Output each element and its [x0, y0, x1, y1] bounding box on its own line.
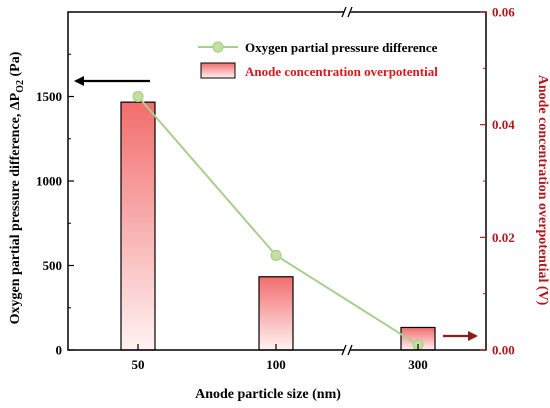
x-axis-label: Anode particle size (nm) [195, 387, 341, 402]
legend-line-marker [212, 41, 224, 53]
right-tick-label: 0.00 [492, 343, 515, 358]
axis-break-slash [341, 344, 347, 356]
legend-bar-label: Anode concentration overpotential [245, 64, 438, 79]
x-tick-label: 100 [266, 357, 286, 372]
right-tick-label: 0.04 [492, 117, 515, 132]
axis-break-slash [347, 6, 353, 18]
bars-layer [120, 101, 436, 351]
axis-break-gap [344, 345, 350, 355]
x-tick-label: 300 [408, 357, 428, 372]
axis-break-slash [347, 344, 353, 356]
x-axis-ticks: 50 100 300 [132, 344, 428, 372]
legend-bar-swatch [200, 62, 236, 79]
bar-50 [120, 101, 156, 351]
legend-line-label: Oxygen partial pressure difference [245, 40, 438, 55]
right-tick-label: 0.02 [492, 230, 515, 245]
axis-break-marks [341, 6, 353, 356]
left-tick-label: 1500 [36, 89, 62, 104]
left-axis-label-subscript: O2 [15, 80, 26, 93]
legend: Oxygen partial pressure difference Anode… [198, 40, 438, 79]
left-axis-label: Oxygen partial pressure difference, ΔPO2… [8, 51, 26, 324]
x-tick-label: 50 [132, 357, 145, 372]
right-tick-label: 0.06 [492, 5, 515, 20]
line-point-50 [132, 90, 144, 103]
left-axis-label-main: Oxygen partial pressure difference, ΔP [8, 92, 23, 324]
left-tick-label: 1000 [36, 174, 62, 189]
axis-break-gap [344, 7, 350, 17]
bar-100 [258, 276, 294, 351]
right-axis-label: Anode concentration overpotential (V) [535, 75, 550, 306]
left-tick-label: 0 [56, 343, 63, 358]
left-axis-ticks: 0 500 1000 1500 [36, 53, 74, 358]
line-point-100 [270, 249, 282, 261]
axis-break-slash [341, 6, 347, 18]
right-axis-ticks: 0.00 0.02 0.04 0.06 [480, 5, 515, 358]
left-axis-label-unit: (Pa) [8, 51, 23, 80]
left-tick-label: 500 [43, 258, 63, 273]
